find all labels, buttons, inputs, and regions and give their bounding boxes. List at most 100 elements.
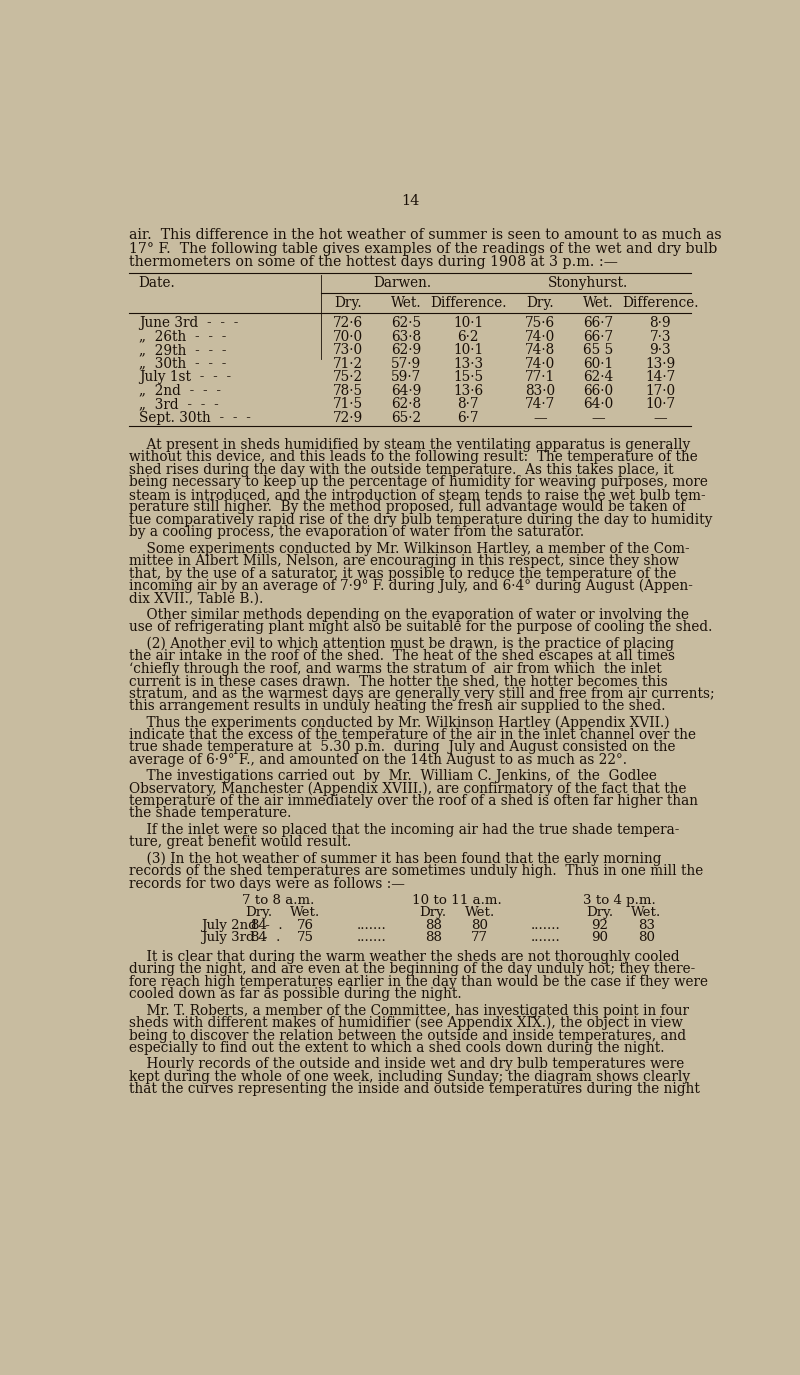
Text: Wet.: Wet. xyxy=(631,906,662,918)
Text: June 3rd  -  -  -: June 3rd - - - xyxy=(138,316,238,330)
Text: 59·7: 59·7 xyxy=(391,370,422,384)
Text: 83: 83 xyxy=(638,918,655,932)
Text: 88: 88 xyxy=(425,918,442,932)
Text: 57·9: 57·9 xyxy=(391,356,422,371)
Text: July 3rd  -  .: July 3rd - . xyxy=(201,931,280,945)
Text: 80: 80 xyxy=(638,931,655,945)
Text: 66·7: 66·7 xyxy=(583,316,614,330)
Text: being necessary to keep up the percentage of humidity for weaving purposes, more: being necessary to keep up the percentag… xyxy=(130,476,708,489)
Text: 62·5: 62·5 xyxy=(391,316,421,330)
Text: 7 to 8 a.m.: 7 to 8 a.m. xyxy=(242,894,314,908)
Text: this arrangement results in unduly heating the fresh air supplied to the shed.: this arrangement results in unduly heati… xyxy=(130,698,666,714)
Text: 75·2: 75·2 xyxy=(333,370,363,384)
Text: „  29th  -  -  -: „ 29th - - - xyxy=(138,344,226,358)
Text: 80: 80 xyxy=(471,918,488,932)
Text: 78·5: 78·5 xyxy=(333,384,363,397)
Text: ‘chiefly through the roof, and warms the stratum of  air from which  the inlet: ‘chiefly through the roof, and warms the… xyxy=(130,661,662,675)
Text: during the night, and are even at the beginning of the day unduly hot; they ther: during the night, and are even at the be… xyxy=(130,962,696,976)
Text: 66·7: 66·7 xyxy=(583,330,614,344)
Text: 10·1: 10·1 xyxy=(453,344,483,358)
Text: 8·9: 8·9 xyxy=(650,316,671,330)
Text: 10·1: 10·1 xyxy=(453,316,483,330)
Text: 17·0: 17·0 xyxy=(646,384,675,397)
Text: 72·9: 72·9 xyxy=(333,411,363,425)
Text: Difference.: Difference. xyxy=(622,296,698,311)
Text: that the curves representing the inside and outside temperatures during the nigh: that the curves representing the inside … xyxy=(130,1082,700,1096)
Text: Date.: Date. xyxy=(138,276,175,290)
Text: Sept. 30th  -  -  -: Sept. 30th - - - xyxy=(138,411,250,425)
Text: 6·2: 6·2 xyxy=(458,330,479,344)
Text: Some experiments conducted by Mr. Wilkinson Hartley, a member of the Com-: Some experiments conducted by Mr. Wilkin… xyxy=(130,542,690,556)
Text: (3) In the hot weather of summer it has been found that the early morning: (3) In the hot weather of summer it has … xyxy=(130,851,662,866)
Text: 74·0: 74·0 xyxy=(525,356,555,371)
Text: records for two days were as follows :—: records for two days were as follows :— xyxy=(130,876,406,891)
Text: 74·7: 74·7 xyxy=(525,397,555,411)
Text: ture, great benefit would result.: ture, great benefit would result. xyxy=(130,835,352,850)
Text: 75·6: 75·6 xyxy=(525,316,555,330)
Text: „  30th  -  -  -: „ 30th - - - xyxy=(138,356,226,371)
Text: 71·2: 71·2 xyxy=(333,356,363,371)
Text: 15·5: 15·5 xyxy=(453,370,483,384)
Text: 14: 14 xyxy=(401,194,419,208)
Text: —: — xyxy=(654,411,667,425)
Text: 75: 75 xyxy=(297,931,314,945)
Text: Observatory, Manchester (Appendix XVIII.), are confirmatory of the fact that the: Observatory, Manchester (Appendix XVIII.… xyxy=(130,781,687,796)
Text: 84: 84 xyxy=(250,918,267,932)
Text: The investigations carried out  by  Mr.  William C. Jenkins, of  the  Godlee: The investigations carried out by Mr. Wi… xyxy=(130,769,658,784)
Text: (2) Another evil to which attention must be drawn, is the practice of placing: (2) Another evil to which attention must… xyxy=(130,637,674,650)
Text: July 1st  -  -  -: July 1st - - - xyxy=(138,370,231,384)
Text: perature still higher.  By the method proposed, full advantage would be taken of: perature still higher. By the method pro… xyxy=(130,500,686,514)
Text: incoming air by an average of 7·9° F. during July, and 6·4° during August (Appen: incoming air by an average of 7·9° F. du… xyxy=(130,579,694,594)
Text: 62·9: 62·9 xyxy=(391,344,422,358)
Text: Stonyhurst.: Stonyhurst. xyxy=(548,276,628,290)
Text: 70·0: 70·0 xyxy=(333,330,363,344)
Text: 9·3: 9·3 xyxy=(650,344,671,358)
Text: air.  This difference in the hot weather of summer is seen to amount to as much : air. This difference in the hot weather … xyxy=(130,228,722,242)
Text: Mr. T. Roberts, a member of the Committee, has investigated this point in four: Mr. T. Roberts, a member of the Committe… xyxy=(130,1004,690,1018)
Text: 66·0: 66·0 xyxy=(583,384,614,397)
Text: 74·8: 74·8 xyxy=(525,344,555,358)
Text: .......: ....... xyxy=(356,918,386,932)
Text: 13·3: 13·3 xyxy=(453,356,483,371)
Text: 7·3: 7·3 xyxy=(650,330,671,344)
Text: that, by the use of a saturator, it was possible to reduce the temperature of th: that, by the use of a saturator, it was … xyxy=(130,566,677,580)
Text: Difference.: Difference. xyxy=(430,296,506,311)
Text: without this device, and this leads to the following result:  The temperature of: without this device, and this leads to t… xyxy=(130,451,698,465)
Text: 65 5: 65 5 xyxy=(583,344,614,358)
Text: 62·8: 62·8 xyxy=(391,397,421,411)
Text: by a cooling process, the evaporation of water from the saturator.: by a cooling process, the evaporation of… xyxy=(130,525,585,539)
Text: 8·7: 8·7 xyxy=(458,397,479,411)
Text: 73·0: 73·0 xyxy=(333,344,363,358)
Text: Wet.: Wet. xyxy=(583,296,614,311)
Text: temperature of the air immediately over the roof of a shed is often far higher t: temperature of the air immediately over … xyxy=(130,793,698,808)
Text: current is in these cases drawn.  The hotter the shed, the hotter becomes this: current is in these cases drawn. The hot… xyxy=(130,674,668,688)
Text: 71·5: 71·5 xyxy=(333,397,363,411)
Text: dix XVII., Table B.).: dix XVII., Table B.). xyxy=(130,591,264,605)
Text: „  3rd  -  -  -: „ 3rd - - - xyxy=(138,397,218,411)
Text: 74·0: 74·0 xyxy=(525,330,555,344)
Text: Wet.: Wet. xyxy=(290,906,321,918)
Text: true shade temperature at  5.30 p.m.  during  July and August consisted on the: true shade temperature at 5.30 p.m. duri… xyxy=(130,740,676,755)
Text: At present in sheds humidified by steam the ventilating apparatus is generally: At present in sheds humidified by steam … xyxy=(130,439,690,452)
Text: the air intake in the roof of the shed.  The heat of the shed escapes at all tim: the air intake in the roof of the shed. … xyxy=(130,649,675,663)
Text: 13·6: 13·6 xyxy=(453,384,483,397)
Text: 72·6: 72·6 xyxy=(333,316,363,330)
Text: being to discover the relation between the outside and inside temperatures, and: being to discover the relation between t… xyxy=(130,1028,686,1042)
Text: „  26th  -  -  -: „ 26th - - - xyxy=(138,330,226,344)
Text: „  2nd  -  -  -: „ 2nd - - - xyxy=(138,384,221,397)
Text: 92: 92 xyxy=(591,918,608,932)
Text: kept during the whole of one week, including Sunday; the diagram shows clearly: kept during the whole of one week, inclu… xyxy=(130,1070,690,1084)
Text: stratum, and as the warmest days are generally very still and free from air curr: stratum, and as the warmest days are gen… xyxy=(130,686,715,700)
Text: thermometers on some of the hottest days during 1908 at 3 p.m. :—: thermometers on some of the hottest days… xyxy=(130,256,618,270)
Text: Hourly records of the outside and inside wet and dry bulb temperatures were: Hourly records of the outside and inside… xyxy=(130,1057,685,1071)
Text: 88: 88 xyxy=(425,931,442,945)
Text: Dry.: Dry. xyxy=(526,296,554,311)
Text: .......: ....... xyxy=(530,918,561,932)
Text: 90: 90 xyxy=(591,931,608,945)
Text: shed rises during the day with the outside temperature.  As this takes place, it: shed rises during the day with the outsi… xyxy=(130,463,674,477)
Text: the shade temperature.: the shade temperature. xyxy=(130,807,292,821)
Text: 64·9: 64·9 xyxy=(391,384,422,397)
Text: Thus the experiments conducted by Mr. Wilkinson Hartley (Appendix XVII.): Thus the experiments conducted by Mr. Wi… xyxy=(130,715,670,730)
Text: 76: 76 xyxy=(297,918,314,932)
Text: Wet.: Wet. xyxy=(465,906,495,918)
